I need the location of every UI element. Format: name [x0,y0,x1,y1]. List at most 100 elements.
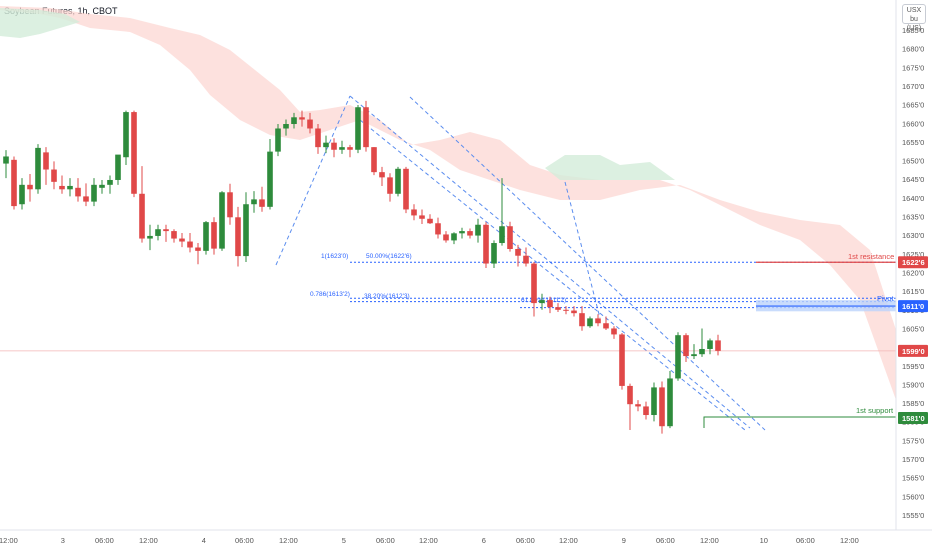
candle-body [451,233,457,241]
price-tick-label: 1570'0 [902,455,924,464]
candle-body [683,335,689,357]
candle-body [467,231,473,236]
candle-body [635,404,641,407]
candle-body [611,328,617,335]
candle-body [347,147,353,150]
candle-body [227,192,233,218]
candle-body [123,112,129,158]
price-tick-label: 1585'0 [902,399,924,408]
candle-body [19,184,25,205]
candle-body [331,142,337,150]
time-tick-label: 12:00 [559,536,578,545]
price-tick-label: 1645'0 [902,175,924,184]
candle-body [211,222,217,249]
candle-body [443,234,449,241]
time-tick-label: 6 [482,536,486,545]
candle-body [587,318,593,327]
fib-label: 0.786(1613'2) [310,291,350,298]
candle-body [675,335,681,379]
price-tick-label: 1650'0 [902,157,924,166]
candle-body [555,307,561,310]
candle-body [139,193,145,239]
candle-body [619,334,625,386]
channel-line [359,119,746,431]
candle-body [667,378,673,427]
ichimoku-cloud-bearish [0,6,896,400]
resistance-price-label: 1622'6 [902,258,925,267]
candle-body [523,255,529,264]
time-tick-label: 06:00 [376,536,395,545]
candle-body [427,218,433,224]
price-tick-label: 1565'0 [902,474,924,483]
time-tick-label: 12:00 [419,536,438,545]
candle-body [459,231,465,234]
ichimoku-cloud-bullish [545,155,675,180]
support-price-label-box [898,412,928,424]
candle-body [59,185,65,190]
candle-body [75,187,81,197]
candle-body [203,222,209,251]
price-tick-label: 1640'0 [902,194,924,203]
price-tick-label: 1670'0 [902,82,924,91]
candle-body [259,199,265,207]
candle-body [355,107,361,150]
channel-line [409,96,766,431]
candle-body [291,117,297,125]
candle-body [299,117,305,120]
candle-body [691,354,697,357]
fib-label: 1(1623'0) [321,253,348,260]
candle-body [643,406,649,416]
candle-body [387,177,393,194]
currency-unit-button[interactable]: USX bu (US) [902,4,926,32]
price-tick-label: 1555'0 [902,511,924,520]
current-price-label: 1599'0 [902,347,925,356]
pivot-price-label-box [898,300,928,313]
candle-body [251,199,257,205]
candle-body [379,172,385,178]
pivot-label: Pivot [877,294,895,303]
fib-label: 50.00%(1622'6) [366,253,412,260]
candle-body [627,385,633,405]
candle-body [11,159,17,207]
candle-body [707,340,713,349]
candle-body [219,192,225,249]
candle-body [27,184,33,190]
candle-body [603,323,609,329]
candle-body [491,243,497,264]
candle-body [307,119,313,129]
candle-body [475,224,481,236]
unit-label: bu (US) [906,16,922,32]
candle-body [147,235,153,239]
time-tick-label: 06:00 [516,536,535,545]
time-tick-label: 10 [760,536,768,545]
candle-body [651,387,657,416]
price-tick-label: 1680'0 [902,45,924,54]
candle-body [283,124,289,129]
candle-body [699,348,705,355]
time-tick-label: 12:00 [0,536,18,545]
support-label: 1st support [856,406,894,415]
time-tick-label: 06:00 [95,536,114,545]
time-tick-label: 06:00 [656,536,675,545]
price-tick-label: 1620'0 [902,269,924,278]
candle-body [563,309,569,311]
candle-body [131,112,137,194]
candle-body [419,215,425,219]
fib-label: 38.20%(1612'3) [364,293,410,300]
candle-body [171,231,177,239]
candle-body [163,229,169,232]
candle-body [483,224,489,264]
candle-body [107,179,113,185]
support-line [703,416,896,428]
price-tick-label: 1605'0 [902,324,924,333]
price-tick-label: 1615'0 [902,287,924,296]
candle-body [83,196,89,202]
candle-body [547,300,553,308]
current-price-label-box [898,344,928,357]
fib-trend-line [564,181,601,319]
pivot-price-label: 1611'0 [902,302,924,311]
candle-body [3,156,9,164]
fib-trend-line [275,95,351,266]
resistance-label: 1st resistance [848,252,894,261]
